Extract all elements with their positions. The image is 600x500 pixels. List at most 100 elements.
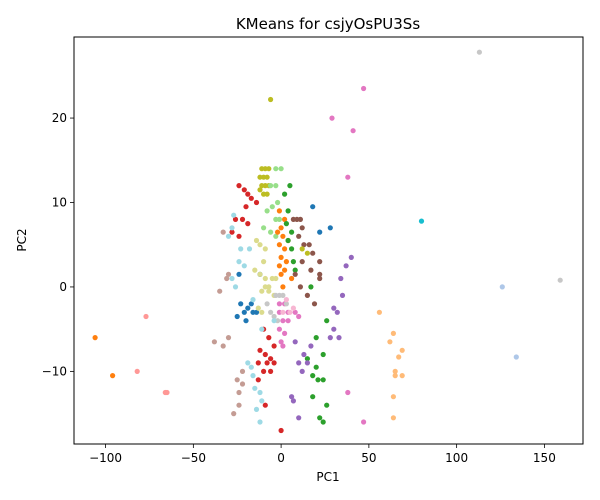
- cluster-18-point: [287, 309, 293, 315]
- cluster-2-point: [255, 360, 261, 366]
- cluster-10-point: [262, 246, 268, 252]
- cluster-3-point: [327, 225, 333, 231]
- x-tick-label: −100: [89, 451, 122, 465]
- cluster-13-point: [229, 275, 235, 282]
- cluster-1-point: [278, 166, 284, 172]
- cluster-16-point: [392, 373, 398, 379]
- cluster-10-point: [273, 275, 279, 282]
- cluster-6-point: [299, 259, 305, 265]
- plot-frame: [73, 36, 584, 445]
- cluster-14-point: [220, 343, 226, 349]
- cluster-3-point: [238, 301, 244, 307]
- cluster-2-point: [245, 221, 251, 227]
- cluster-3-point: [241, 309, 247, 315]
- cluster-2-point: [262, 351, 268, 358]
- cluster-1-point: [269, 204, 275, 210]
- cluster-2-point: [239, 216, 246, 222]
- cluster-0-point: [264, 191, 270, 197]
- cluster-3-point: [236, 271, 242, 277]
- cluster-10-point: [257, 242, 263, 248]
- cluster-8-point: [361, 419, 367, 425]
- cluster-16-point: [399, 347, 405, 353]
- y-tick-label: −10: [42, 364, 67, 378]
- cluster-4-point: [92, 335, 98, 341]
- cluster-13-point: [246, 246, 253, 252]
- cluster-2-point: [232, 216, 239, 222]
- cluster-5-point: [320, 377, 326, 383]
- cluster-5-point: [289, 229, 295, 235]
- cluster-8-point: [278, 339, 284, 345]
- cluster-2-point: [257, 347, 263, 353]
- cluster-6-point: [304, 292, 310, 298]
- cluster-13-point: [229, 225, 235, 231]
- x-axis-label: PC1: [316, 470, 339, 484]
- cluster-18-point: [283, 297, 289, 303]
- cluster-4-point: [282, 246, 288, 252]
- x-tick-label: −50: [181, 451, 206, 465]
- cluster-11-point: [283, 301, 289, 307]
- cluster-16-point: [376, 309, 382, 315]
- cluster-1-point: [275, 199, 281, 206]
- cluster-4-point: [276, 263, 282, 269]
- cluster-2-point: [271, 360, 277, 366]
- cluster-3-point: [248, 301, 254, 307]
- cluster-11-point: [264, 301, 270, 307]
- cluster-13-point: [248, 364, 254, 370]
- cluster-10-point: [261, 259, 267, 265]
- cluster-8-point: [329, 115, 335, 121]
- cluster-13-point: [231, 212, 237, 218]
- cluster-6-point: [311, 301, 318, 307]
- cluster-4-point: [282, 216, 288, 222]
- cluster-5-point: [285, 237, 291, 244]
- cluster-10-point: [262, 275, 268, 282]
- cluster-14-point: [231, 411, 237, 417]
- cluster-10-point: [266, 288, 272, 294]
- cluster-5-point: [320, 351, 326, 358]
- cluster-2-point: [268, 356, 274, 362]
- cluster-14-point: [225, 335, 232, 341]
- cluster-17-point: [134, 368, 140, 374]
- cluster-3-point: [234, 313, 240, 320]
- cluster-7-point: [343, 263, 349, 269]
- cluster-7-point: [290, 398, 296, 404]
- y-tick-label: 0: [59, 280, 67, 294]
- cluster-2-point: [245, 191, 251, 197]
- cluster-16-point: [399, 373, 405, 379]
- cluster-5-point: [287, 183, 293, 189]
- cluster-5-point: [289, 246, 295, 252]
- cluster-7-point: [296, 360, 302, 366]
- cluster-8-point: [280, 343, 286, 349]
- cluster-13-point: [225, 233, 232, 239]
- cluster-7-point: [336, 335, 342, 341]
- cluster-5-point: [317, 415, 323, 421]
- cluster-1-point: [264, 208, 270, 214]
- cluster-7-point: [339, 292, 346, 298]
- cluster-8-point: [292, 309, 298, 315]
- cluster-6-point: [299, 225, 305, 231]
- x-tick-label: 100: [445, 451, 468, 465]
- cluster-16-point: [387, 339, 393, 345]
- cluster-7-point: [299, 368, 305, 374]
- cluster-13-point: [236, 259, 242, 265]
- y-tick-label: 20: [52, 111, 67, 125]
- chart-title: KMeans for csjyOsPU3Ss: [236, 15, 420, 33]
- cluster-10-point: [262, 284, 268, 290]
- cluster-10-point: [259, 309, 265, 315]
- cluster-7-point: [308, 343, 314, 349]
- cluster-5-point: [313, 335, 319, 341]
- cluster-6-point: [308, 267, 314, 273]
- cluster-17-point: [143, 313, 149, 320]
- cluster-2-point: [236, 233, 242, 239]
- cluster-4-point: [276, 208, 282, 214]
- cluster-5-point: [310, 373, 316, 379]
- cluster-2-point: [253, 199, 260, 206]
- cluster-11-point: [273, 292, 279, 298]
- cluster-2-point: [248, 195, 254, 201]
- cluster-14-point: [234, 377, 240, 383]
- cluster-16-point: [390, 330, 396, 336]
- cluster-2-point: [255, 377, 261, 383]
- cluster-8-point: [276, 301, 282, 307]
- cluster-7-point: [304, 360, 310, 366]
- x-axis-ticks: −100 −50 0 50 100 150: [89, 444, 556, 465]
- cluster-7-point: [327, 335, 333, 341]
